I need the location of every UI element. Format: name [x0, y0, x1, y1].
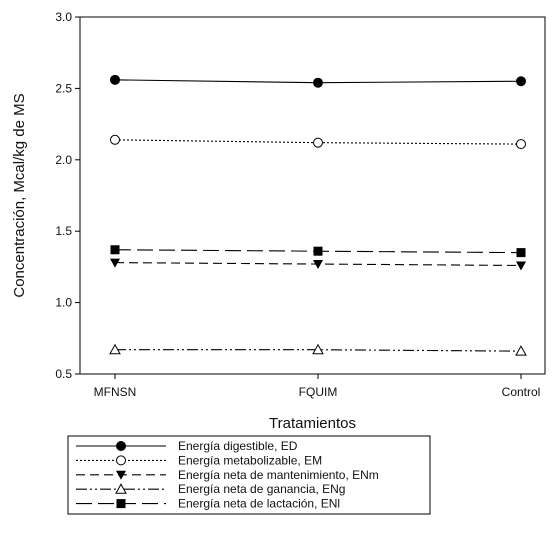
data-point — [312, 343, 324, 355]
data-point — [516, 139, 526, 150]
y-tick-label: 1.0 — [55, 296, 72, 310]
y-tick-label: 2.0 — [55, 153, 72, 167]
legend-label: Energía digestible, ED — [178, 439, 298, 453]
y-tick-label: 2.5 — [55, 81, 72, 95]
data-point — [313, 246, 323, 256]
data-point — [516, 261, 526, 271]
plot-frame — [79, 16, 546, 375]
legend-marker — [116, 470, 126, 480]
y-tick-label: 1.5 — [55, 224, 72, 238]
data-point — [515, 345, 527, 356]
legend-marker — [116, 455, 126, 466]
data-point — [516, 248, 526, 258]
data-point — [313, 137, 323, 148]
axes: 0.5 1.0 1.5 2.0 2.5 3.0 MFNSN FQUIM Control — [55, 10, 546, 399]
data-point — [110, 258, 120, 268]
data-point — [516, 76, 526, 87]
y-tick-label: 3.0 — [55, 10, 72, 24]
data-point — [109, 343, 121, 355]
data-point — [110, 74, 120, 85]
legend-label: Energía metabolizable, EM — [178, 453, 322, 467]
data-point — [110, 245, 120, 255]
y-axis-title: Concentración, Mcal/kg de MS — [11, 93, 28, 297]
legend-marker — [116, 499, 126, 509]
y-tick-label: 0.5 — [55, 367, 72, 381]
x-tick-label: FQUIM — [299, 385, 338, 399]
legend-marker — [116, 441, 126, 451]
series-markers — [109, 74, 527, 356]
x-axis-title: Tratamientos — [269, 415, 356, 432]
data-point — [110, 134, 120, 145]
legend-label: Energía neta de lactación, ENl — [178, 497, 340, 511]
legend-label: Energía neta de ganancia, ENg — [178, 482, 345, 496]
legend-label: Energía neta de mantenimiento, ENm — [178, 468, 379, 482]
series-lines — [114, 79, 522, 352]
legend-box — [67, 435, 431, 515]
data-point — [313, 77, 323, 88]
x-tick-label: MFNSN — [94, 385, 137, 399]
x-tick-label: Control — [502, 385, 541, 399]
legend-marker — [115, 483, 127, 494]
data-point — [313, 260, 323, 270]
